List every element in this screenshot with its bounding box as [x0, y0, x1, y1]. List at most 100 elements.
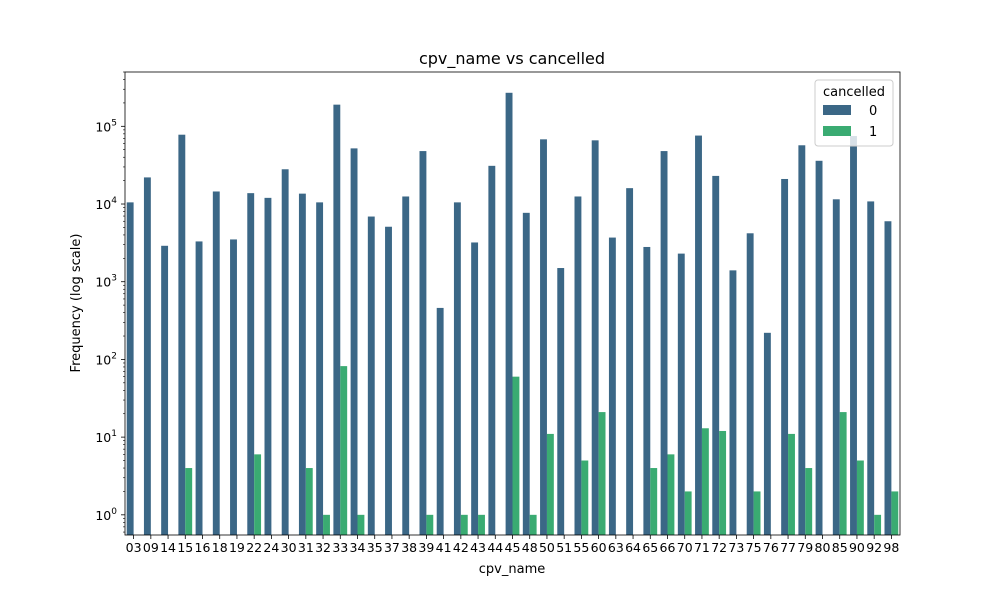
bar-72-cancelled-1: [719, 430, 727, 535]
bar-22-cancelled-1: [254, 454, 262, 535]
x-tick-label: 65: [642, 540, 658, 555]
bar-15-cancelled-0: [178, 134, 186, 535]
bar-50-cancelled-0: [540, 139, 547, 535]
x-tick-label: 35: [367, 540, 383, 555]
bar-34-cancelled-1: [357, 514, 365, 535]
x-tick-label: 64: [625, 540, 641, 555]
bar-09-cancelled-0: [143, 177, 151, 535]
bar-18-cancelled-0: [212, 191, 220, 536]
y-tick-label: 101: [95, 429, 117, 445]
x-tick-label: 34: [350, 540, 366, 555]
bar-45-cancelled-1: [512, 376, 520, 535]
x-tick-label: 98: [883, 540, 899, 555]
bar-44-cancelled-0: [488, 165, 496, 535]
bar-73-cancelled-0: [729, 270, 737, 535]
bar-77-cancelled-1: [788, 433, 795, 535]
x-tick-label: 38: [401, 540, 417, 555]
bar-33-cancelled-1: [340, 366, 348, 535]
bar-16-cancelled-0: [195, 241, 203, 535]
x-tick-label: 90: [849, 540, 865, 555]
bar-75-cancelled-0: [746, 233, 754, 536]
bar-35-cancelled-0: [367, 216, 375, 536]
bar-98-cancelled-0: [884, 221, 892, 535]
x-tick-label: 14: [160, 540, 176, 555]
bar-63-cancelled-0: [608, 237, 616, 535]
y-tick-label: 103: [95, 274, 117, 290]
legend-label-1: 1: [869, 125, 877, 140]
bar-66-cancelled-1: [667, 454, 675, 535]
bar-30-cancelled-0: [281, 169, 289, 535]
bar-70-cancelled-0: [677, 253, 685, 536]
bar-45-cancelled-0: [505, 92, 513, 535]
x-tick-label: 72: [711, 540, 727, 555]
bars-group: [126, 92, 899, 536]
bar-38-cancelled-0: [402, 196, 410, 536]
x-tick-label: 24: [263, 540, 279, 555]
x-tick-label: 09: [143, 540, 159, 555]
bar-90-cancelled-0: [850, 136, 857, 535]
bar-03-cancelled-0: [126, 202, 134, 535]
bar-65-cancelled-0: [643, 246, 651, 535]
y-tick-label: 105: [95, 118, 117, 134]
bar-85-cancelled-1: [839, 412, 847, 535]
bar-76-cancelled-0: [763, 332, 771, 535]
bar-85-cancelled-0: [832, 199, 840, 536]
plot-frame: [124, 71, 901, 536]
legend: cancelled 0 1: [814, 79, 894, 147]
x-tick-label: 85: [832, 540, 848, 555]
bar-42-cancelled-0: [453, 202, 461, 535]
x-tick-label: 45: [505, 540, 521, 555]
x-tick-label: 31: [298, 540, 314, 555]
bar-51-cancelled-0: [557, 268, 565, 535]
x-tick-label: 75: [746, 540, 762, 555]
x-axis-ticks: 03 09 14 15 16 18 19 22 24 30 31 32 33 34 35 37 38 39 41 42…: [126, 535, 899, 555]
y-axis-label: Frequency (log scale): [69, 234, 84, 373]
x-tick-label: 42: [453, 540, 469, 555]
bar-80-cancelled-0: [815, 160, 823, 536]
x-tick-label: 73: [728, 540, 744, 555]
x-tick-label: 70: [677, 540, 693, 555]
bar-42-cancelled-1: [460, 514, 468, 535]
x-tick-label: 55: [573, 540, 589, 555]
bar-48-cancelled-0: [522, 212, 530, 535]
x-tick-label: 63: [608, 540, 624, 555]
bar-60-cancelled-1: [598, 412, 606, 535]
y-tick-label: 104: [95, 196, 117, 212]
x-tick-label: 41: [436, 540, 452, 555]
bar-66-cancelled-0: [660, 151, 668, 535]
bar-64-cancelled-0: [626, 188, 634, 535]
bar-19-cancelled-0: [230, 239, 237, 535]
x-tick-label: 51: [556, 540, 572, 555]
x-tick-label: 43: [470, 540, 486, 555]
bar-90-cancelled-1: [856, 460, 864, 535]
bar-71-cancelled-1: [701, 428, 709, 535]
bar-22-cancelled-0: [247, 193, 255, 535]
bar-33-cancelled-0: [333, 104, 341, 536]
x-tick-label: 03: [126, 540, 142, 555]
bar-43-cancelled-1: [478, 514, 485, 535]
x-tick-label: 30: [281, 540, 297, 555]
x-tick-label: 16: [195, 540, 211, 555]
bar-79-cancelled-1: [805, 468, 813, 535]
x-tick-label: 50: [539, 540, 555, 555]
x-tick-label: 15: [177, 540, 193, 555]
x-tick-label: 18: [212, 540, 228, 555]
bar-14-cancelled-0: [161, 245, 169, 536]
bar-65-cancelled-1: [650, 468, 658, 535]
bar-79-cancelled-0: [798, 145, 806, 535]
legend-title: cancelled: [823, 85, 885, 100]
bar-50-cancelled-1: [546, 433, 554, 535]
bar-34-cancelled-0: [350, 148, 358, 535]
x-tick-label: 79: [797, 540, 813, 555]
bar-48-cancelled-1: [529, 514, 537, 535]
bar-15-cancelled-1: [185, 468, 193, 535]
bar-31-cancelled-1: [305, 468, 313, 535]
legend-swatch-1: [823, 126, 851, 136]
x-tick-label: 39: [418, 540, 434, 555]
bar-70-cancelled-1: [684, 491, 692, 535]
x-tick-label: 33: [332, 540, 348, 555]
bar-43-cancelled-0: [471, 242, 479, 535]
bar-39-cancelled-1: [426, 514, 434, 535]
x-tick-label: 77: [780, 540, 796, 555]
y-axis-ticks: 100 101 102 103 104 105: [95, 71, 125, 533]
